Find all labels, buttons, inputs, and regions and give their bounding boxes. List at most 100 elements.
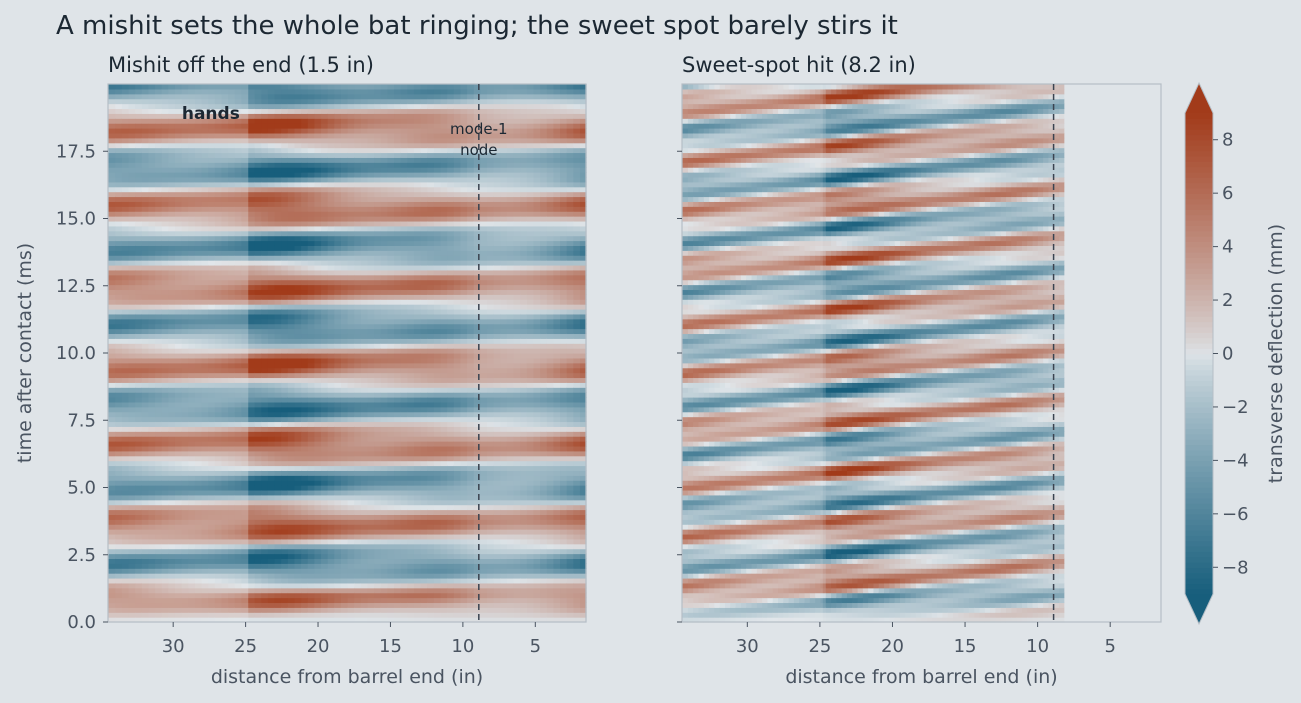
heatmap-cell [553,558,560,563]
heatmap-cell [566,113,573,118]
heatmap-cell [526,441,533,446]
heatmap-cell [301,182,308,187]
heatmap-cell [320,607,327,612]
heatmap-cell [367,324,374,329]
heatmap-cell [367,99,374,104]
heatmap-cell [480,329,487,334]
heatmap-cell [513,157,520,162]
heatmap-cell [500,343,507,348]
heatmap-cell [374,309,381,314]
heatmap-cell [301,495,308,500]
heatmap-cell [433,485,440,490]
heatmap-cell [314,480,321,485]
heatmap-cell [520,377,527,382]
heatmap-cell [287,598,294,603]
heatmap-cell [506,607,513,612]
heatmap-cell [540,612,547,617]
heatmap-cell [327,285,334,290]
heatmap-cell [546,133,553,138]
heatmap-cell [486,206,493,211]
heatmap-cell [393,177,400,182]
heatmap-cell [427,221,434,226]
heatmap-cell [460,524,467,529]
heatmap-cell [553,324,560,329]
heatmap-cell [433,157,440,162]
heatmap-cell [420,192,427,197]
heatmap-cell [407,461,414,466]
heatmap-cell [486,221,493,226]
heatmap-cell [493,470,500,475]
heatmap-cell [340,177,347,182]
heatmap-cell [493,412,500,417]
heatmap-cell [307,343,314,348]
heatmap-cell [347,412,354,417]
heatmap-cell [380,280,387,285]
heatmap-cell [480,319,487,324]
heatmap-cell [559,554,566,559]
heatmap-cell [427,485,434,490]
heatmap-cell [447,348,454,353]
heatmap-cell [447,431,454,436]
heatmap-cell [513,382,520,387]
heatmap-cell [360,226,367,231]
heatmap-cell [433,510,440,515]
heatmap-cell [427,275,434,280]
heatmap-cell [467,426,474,431]
heatmap-cell [340,348,347,353]
heatmap-cell [447,138,454,143]
heatmap-cell [413,431,420,436]
heatmap-cell [540,524,547,529]
heatmap-cell [433,108,440,113]
heatmap-cell [294,148,301,153]
heatmap-cell [340,441,347,446]
heatmap-cell [374,554,381,559]
heatmap-cell [393,104,400,109]
heatmap-cell [453,353,460,358]
heatmap-cell [520,99,527,104]
heatmap-cell [413,206,420,211]
heatmap-cell [367,152,374,157]
heatmap-cell [367,588,374,593]
heatmap-cell [367,226,374,231]
heatmap-cell [327,299,334,304]
heatmap-cell [513,377,520,382]
heatmap-cell [327,245,334,250]
heatmap-cell [460,270,467,275]
heatmap-cell [393,397,400,402]
heatmap-cell [320,348,327,353]
heatmap-cell [294,583,301,588]
heatmap-cell [281,461,288,466]
heatmap-cell [387,299,394,304]
heatmap-cell [533,289,540,294]
heatmap-cell [393,519,400,524]
heatmap-cell [294,172,301,177]
heatmap-cell [513,465,520,470]
heatmap-cell [387,612,394,617]
heatmap-cell [374,221,381,226]
heatmap-cell [467,299,474,304]
heatmap-cell [320,270,327,275]
heatmap-cell [380,255,387,260]
heatmap-cell [559,113,566,118]
heatmap-cell [354,397,361,402]
heatmap-cell [301,529,308,534]
heatmap-cell [433,431,440,436]
heatmap-cell [347,373,354,378]
heatmap-cell [440,465,447,470]
heatmap-cell [340,358,347,363]
heatmap-cell [334,309,341,314]
heatmap-cell [354,143,361,148]
heatmap-cell [281,558,288,563]
heatmap-cell [513,113,520,118]
heatmap-cell [294,451,301,456]
heatmap-cell [360,510,367,515]
heatmap-cell [307,505,314,510]
heatmap-cell [294,182,301,187]
heatmap-cell [327,373,334,378]
heatmap-cell [540,241,547,246]
heatmap-cell [380,485,387,490]
heatmap-cell [354,270,361,275]
heatmap-cell [334,524,341,529]
heatmap-cell [513,426,520,431]
heatmap-cell [327,348,334,353]
